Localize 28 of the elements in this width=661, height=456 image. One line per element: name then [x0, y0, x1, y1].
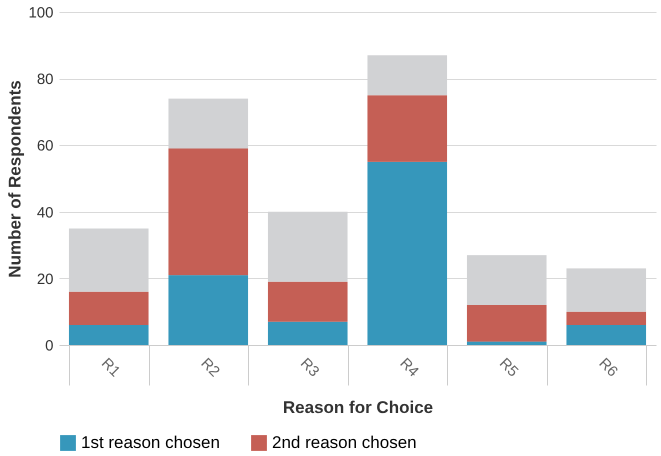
bar [367, 162, 448, 345]
bar [268, 322, 348, 345]
x-tick-label: R6 [595, 354, 622, 380]
bar [168, 148, 248, 276]
y-tick-label: 0 [45, 338, 54, 354]
y-tick-label: 100 [28, 4, 54, 22]
x-tick-label: R3 [296, 354, 323, 380]
bar [466, 305, 547, 342]
y-tick-label: 40 [36, 204, 54, 222]
legend-label: 1st reason chosen [81, 433, 220, 452]
x-axis-title: Reason for Choice [282, 398, 434, 417]
y-tick-label: 60 [36, 138, 54, 155]
x-tick-label: R4 [396, 354, 422, 380]
legend-label: 2nd reason chosen [272, 433, 417, 452]
bar [367, 95, 448, 162]
bar [268, 282, 348, 322]
bar [566, 312, 646, 326]
y-tick-label: 80 [36, 71, 54, 88]
bar [466, 342, 547, 345]
y-tick-label: 20 [36, 270, 54, 288]
x-tick-label: R1 [98, 354, 124, 380]
x-tick-label: R5 [496, 354, 522, 380]
x-tick-label: R2 [197, 354, 224, 380]
bar [68, 325, 149, 345]
bar [168, 275, 248, 345]
bar [566, 325, 646, 345]
bar [68, 292, 149, 326]
y-axis-title: Number of Respondents [5, 80, 24, 278]
